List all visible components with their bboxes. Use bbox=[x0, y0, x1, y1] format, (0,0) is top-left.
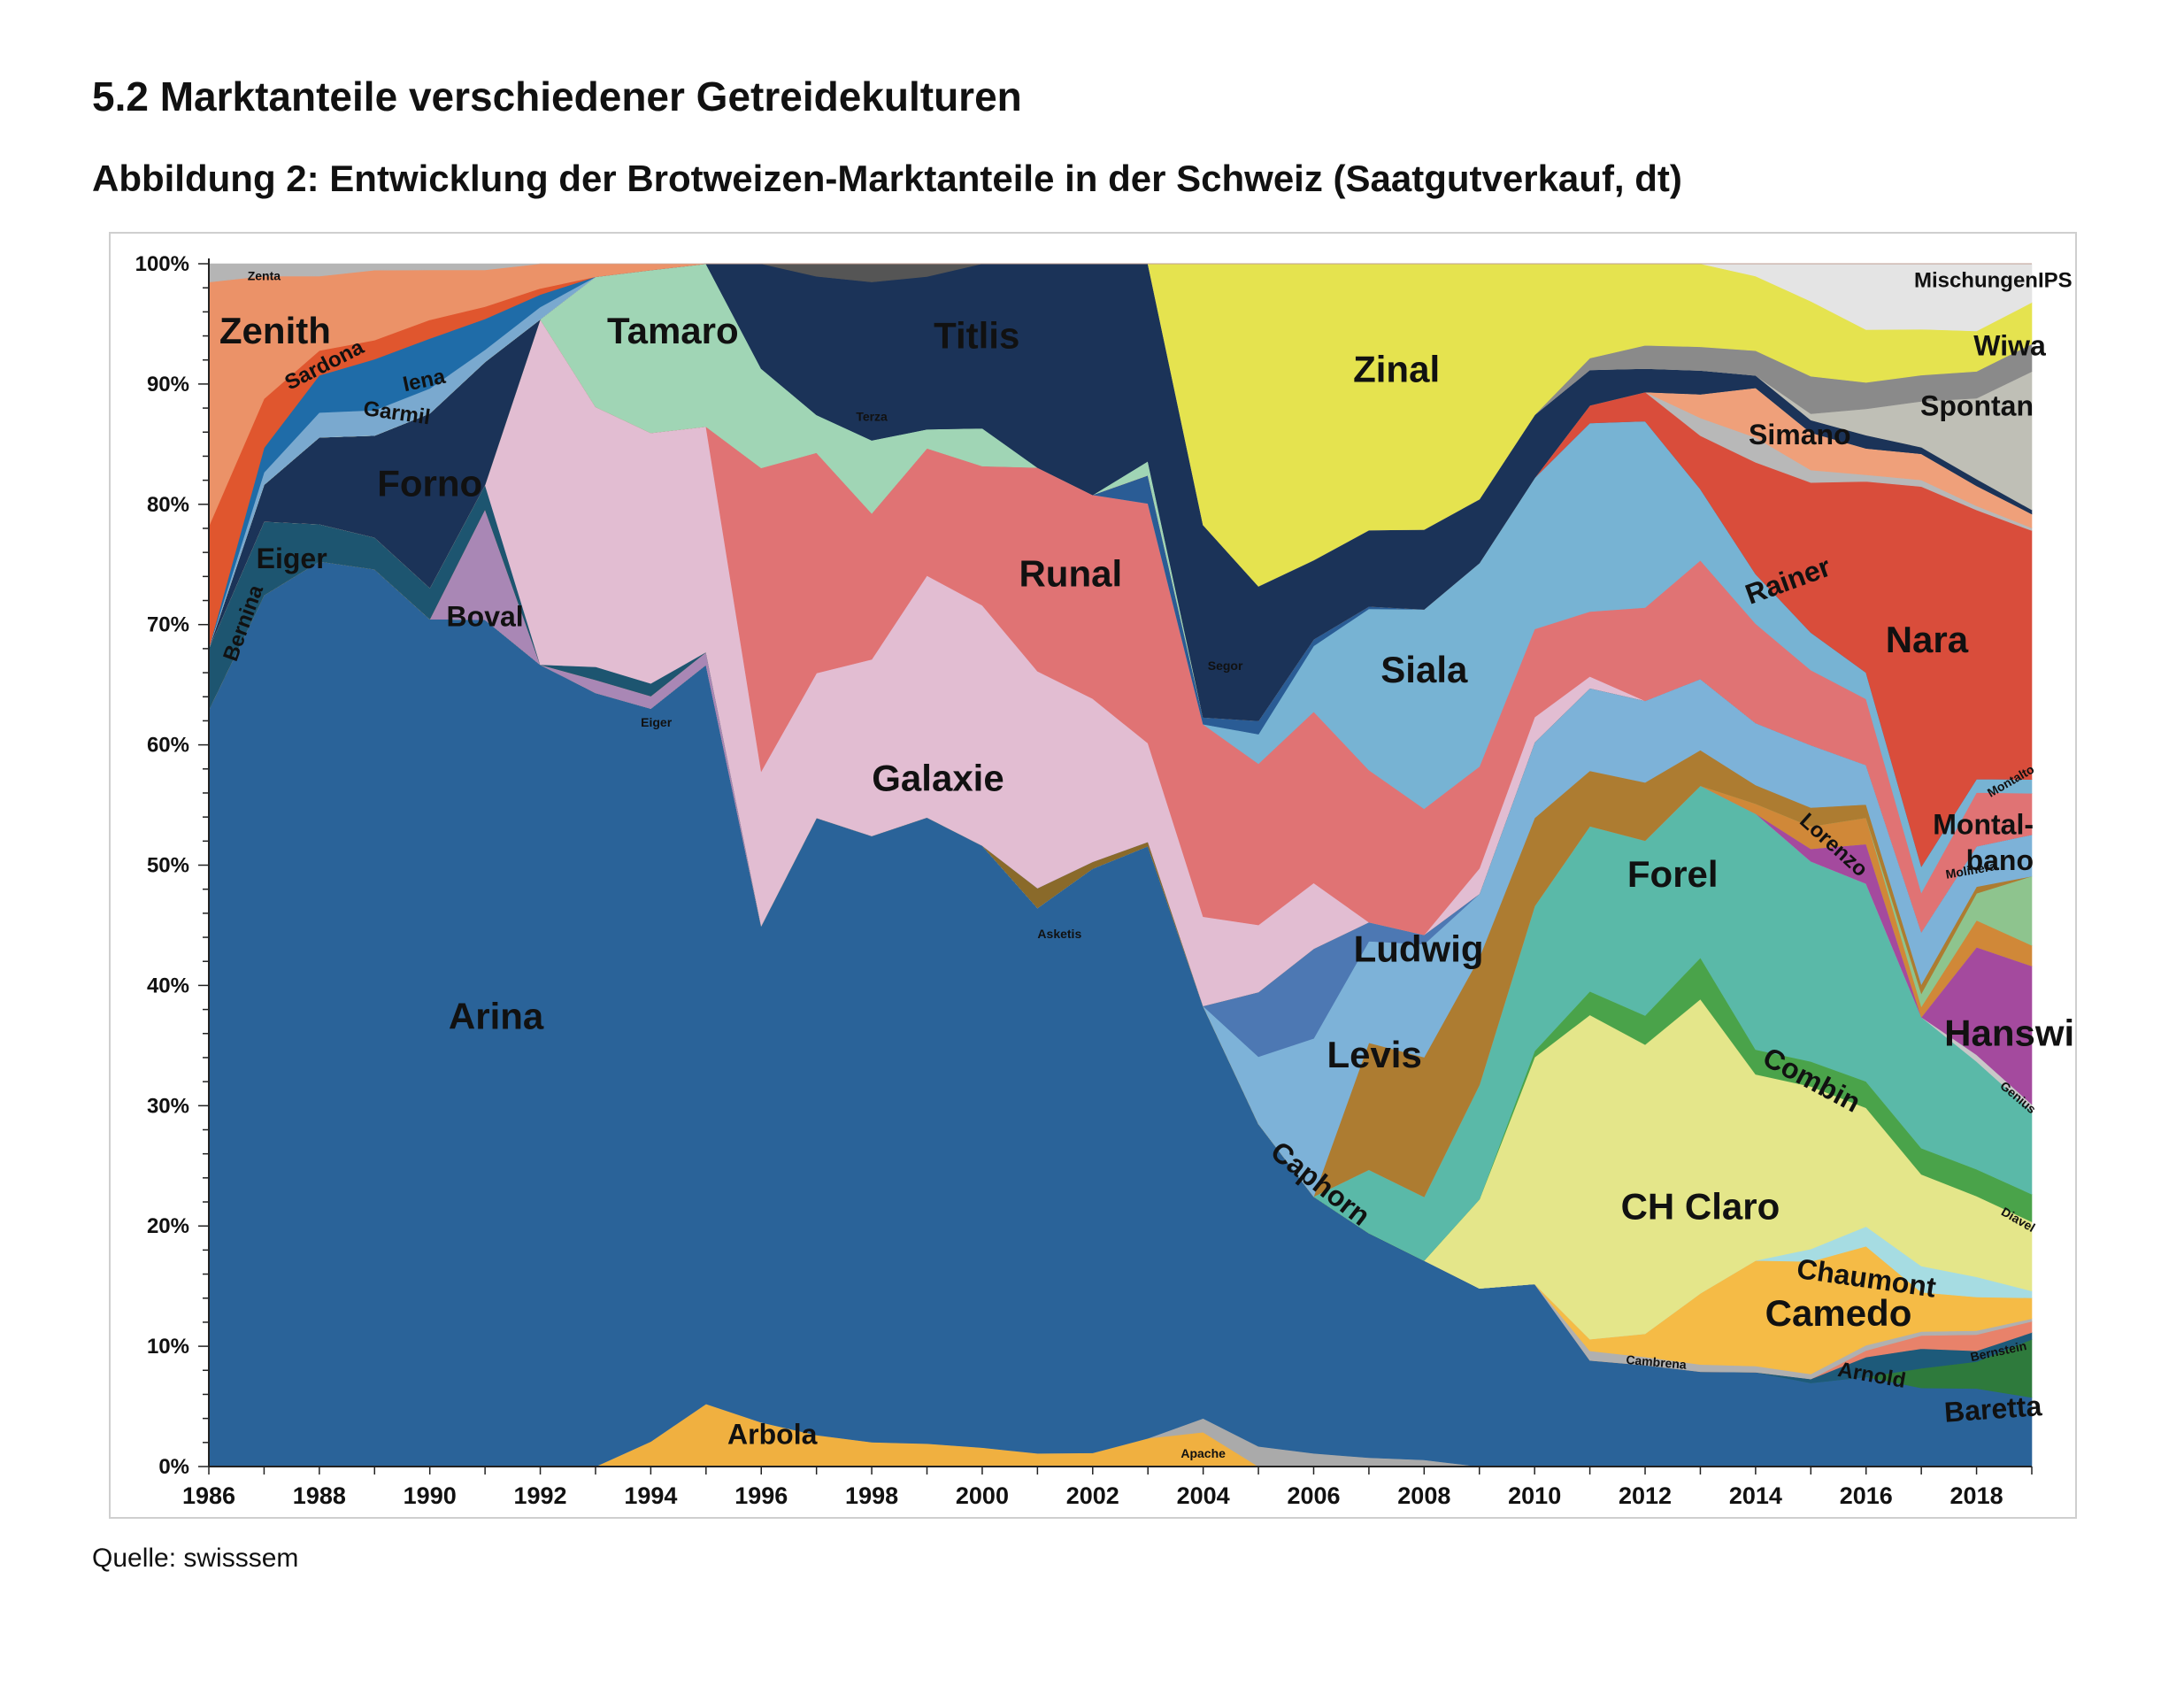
area-layer bbox=[208, 263, 2033, 1467]
y-tick-label: 90% bbox=[147, 373, 189, 397]
section-heading: 5.2 Marktanteile verschiedener Getreidek… bbox=[92, 73, 1022, 119]
label-forno: Forno bbox=[377, 463, 482, 504]
label-boval: Boval bbox=[447, 600, 524, 632]
label-ludwig: Ludwig bbox=[1354, 928, 1484, 969]
x-tick-label: 2016 bbox=[1840, 1482, 1893, 1509]
label-forel: Forel bbox=[1627, 853, 1719, 895]
x-tick-label: 2004 bbox=[1177, 1482, 1230, 1509]
label-zenith: Zenith bbox=[219, 310, 331, 351]
axes-layer: 0% 10% 20% 30% 40% 50% 60% 70% 80% 90% 100% 1986 198… bbox=[135, 252, 2033, 1509]
label-eiger: Eiger bbox=[641, 715, 673, 729]
y-tick-label: 70% bbox=[147, 613, 189, 637]
x-tick-label: 2006 bbox=[1287, 1482, 1340, 1509]
label-segor: Segor bbox=[1208, 658, 1243, 673]
y-tick-label: 0% bbox=[158, 1455, 189, 1479]
label-siala: Siala bbox=[1380, 649, 1468, 690]
x-tick-label: 2002 bbox=[1066, 1482, 1119, 1509]
label-zenta: Zenta bbox=[248, 269, 281, 283]
label-ch-claro: CH Claro bbox=[1621, 1185, 1780, 1227]
label-titlis: Titlis bbox=[934, 314, 1019, 356]
chart-frame: 0% 10% 20% 30% 40% 50% 60% 70% 80% 90% 100% 1986 198… bbox=[109, 232, 2077, 1519]
x-tick-label: 1996 bbox=[734, 1482, 788, 1509]
label-bano: bano bbox=[1966, 844, 2034, 876]
label-runal: Runal bbox=[1019, 552, 1122, 594]
label-levis: Levis bbox=[1327, 1034, 1421, 1075]
label-simano: Simano bbox=[1749, 419, 1851, 450]
label-zinal: Zinal bbox=[1353, 348, 1440, 389]
label-baretta: Baretta bbox=[1943, 1390, 2043, 1428]
x-tick-label: 1986 bbox=[182, 1482, 235, 1509]
figure-caption: Abbildung 2: Entwicklung der Brotweizen-… bbox=[92, 158, 1682, 199]
y-tick-label: 10% bbox=[147, 1335, 189, 1359]
label-nara: Nara bbox=[1886, 619, 1969, 660]
label-galaxie: Galaxie bbox=[872, 757, 1004, 798]
y-tick-label: 20% bbox=[147, 1214, 189, 1238]
label-terza: Terza bbox=[856, 410, 888, 424]
x-tick-label: 1994 bbox=[624, 1482, 677, 1509]
source-note: Quelle: swisssem bbox=[92, 1544, 299, 1573]
x-tick-label: 1988 bbox=[293, 1482, 346, 1509]
x-tick-label: 2018 bbox=[1950, 1482, 2003, 1509]
market-share-chart: 0% 10% 20% 30% 40% 50% 60% 70% 80% 90% 100% 1986 198… bbox=[135, 252, 2075, 1509]
label-spontan: Spontan bbox=[1920, 390, 2034, 422]
x-tick-label: 1992 bbox=[514, 1482, 567, 1509]
label-camedo: Camedo bbox=[1765, 1292, 1912, 1334]
y-tick-label: 40% bbox=[147, 974, 189, 997]
y-tick-label: 80% bbox=[147, 493, 189, 517]
label-asketis: Asketis bbox=[1037, 927, 1081, 941]
x-tick-label: 1998 bbox=[845, 1482, 898, 1509]
label-eiger: Eiger bbox=[257, 543, 327, 574]
y-tick-label: 60% bbox=[147, 734, 189, 758]
x-tick-label: 1990 bbox=[404, 1482, 457, 1509]
label-cambrena: Cambrena bbox=[1626, 1352, 1688, 1372]
x-tick-label: 2010 bbox=[1508, 1482, 1561, 1509]
label-mischungenips: MischungenIPS bbox=[1914, 269, 2072, 293]
label-arina: Arina bbox=[449, 996, 544, 1037]
label-arbola: Arbola bbox=[727, 1418, 818, 1450]
label-tamaro: Tamaro bbox=[607, 310, 739, 351]
x-tick-label: 2000 bbox=[956, 1482, 1009, 1509]
y-tick-label: 100% bbox=[135, 252, 189, 276]
area-zenta bbox=[208, 263, 2032, 283]
y-tick-label: 50% bbox=[147, 854, 189, 878]
y-tick-label: 30% bbox=[147, 1094, 189, 1118]
x-tick-label: 2008 bbox=[1397, 1482, 1450, 1509]
label-apache: Apache bbox=[1180, 1446, 1226, 1460]
x-tick-label: 2014 bbox=[1729, 1482, 1782, 1509]
label-montal: Montal- bbox=[1933, 808, 2034, 840]
label-hanswin: Hanswin bbox=[1944, 1013, 2075, 1054]
label-wiwa: Wiwa bbox=[1973, 330, 2046, 362]
x-tick-label: 2012 bbox=[1619, 1482, 1672, 1509]
